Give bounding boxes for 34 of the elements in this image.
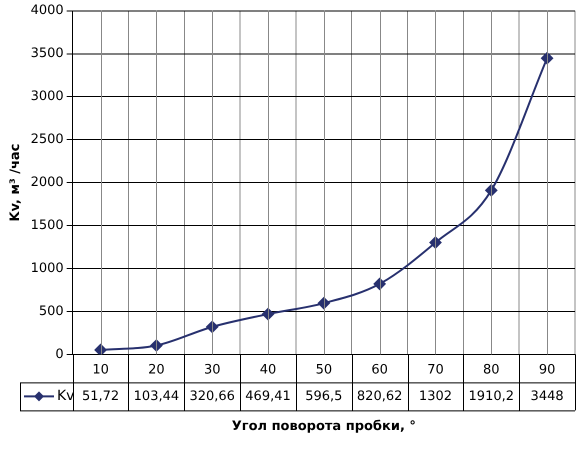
y-tick-label: 3500 xyxy=(30,46,64,62)
y-tick-label: 0 xyxy=(55,346,64,362)
x-tick-label: 50 xyxy=(316,362,332,378)
x-tick-label: 30 xyxy=(204,362,220,378)
text: 596,5 xyxy=(305,388,342,404)
text: 820,62 xyxy=(356,388,402,404)
legend-label: Kv xyxy=(57,388,74,404)
text: 51,72 xyxy=(82,388,120,404)
point xyxy=(541,52,554,64)
x-tick-label: 40 xyxy=(260,362,276,378)
text: 3448 xyxy=(530,388,564,404)
y-tick-label: 1000 xyxy=(30,260,64,276)
text: 1910,2 xyxy=(468,388,514,404)
x-tick-label: 80 xyxy=(483,362,500,378)
point xyxy=(94,344,107,354)
y-tick-label: 1500 xyxy=(30,218,64,233)
x-tick-label: 60 xyxy=(371,362,388,378)
point xyxy=(150,340,162,352)
y-axis-title: Kv, м³ /час xyxy=(8,144,24,222)
text: 320,66 xyxy=(189,388,235,404)
y-tick-label: 500 xyxy=(38,304,64,319)
x-tick-label: 10 xyxy=(92,362,109,378)
x-tick-label: 90 xyxy=(538,362,556,378)
y-tick-label: 2000 xyxy=(30,174,64,190)
y-tick-label: 3000 xyxy=(30,89,64,104)
y-tick-label: 2500 xyxy=(30,132,64,148)
text: 103,44 xyxy=(134,388,180,404)
x-tick-label: 20 xyxy=(148,362,165,378)
text: 469,41 xyxy=(245,388,291,404)
text: 1302 xyxy=(418,388,452,404)
x-axis-title: Угол поворота пробки, ° xyxy=(232,418,416,434)
y-tick-label: 4000 xyxy=(30,3,64,18)
x-tick-label: 70 xyxy=(427,362,444,378)
point xyxy=(374,278,386,290)
